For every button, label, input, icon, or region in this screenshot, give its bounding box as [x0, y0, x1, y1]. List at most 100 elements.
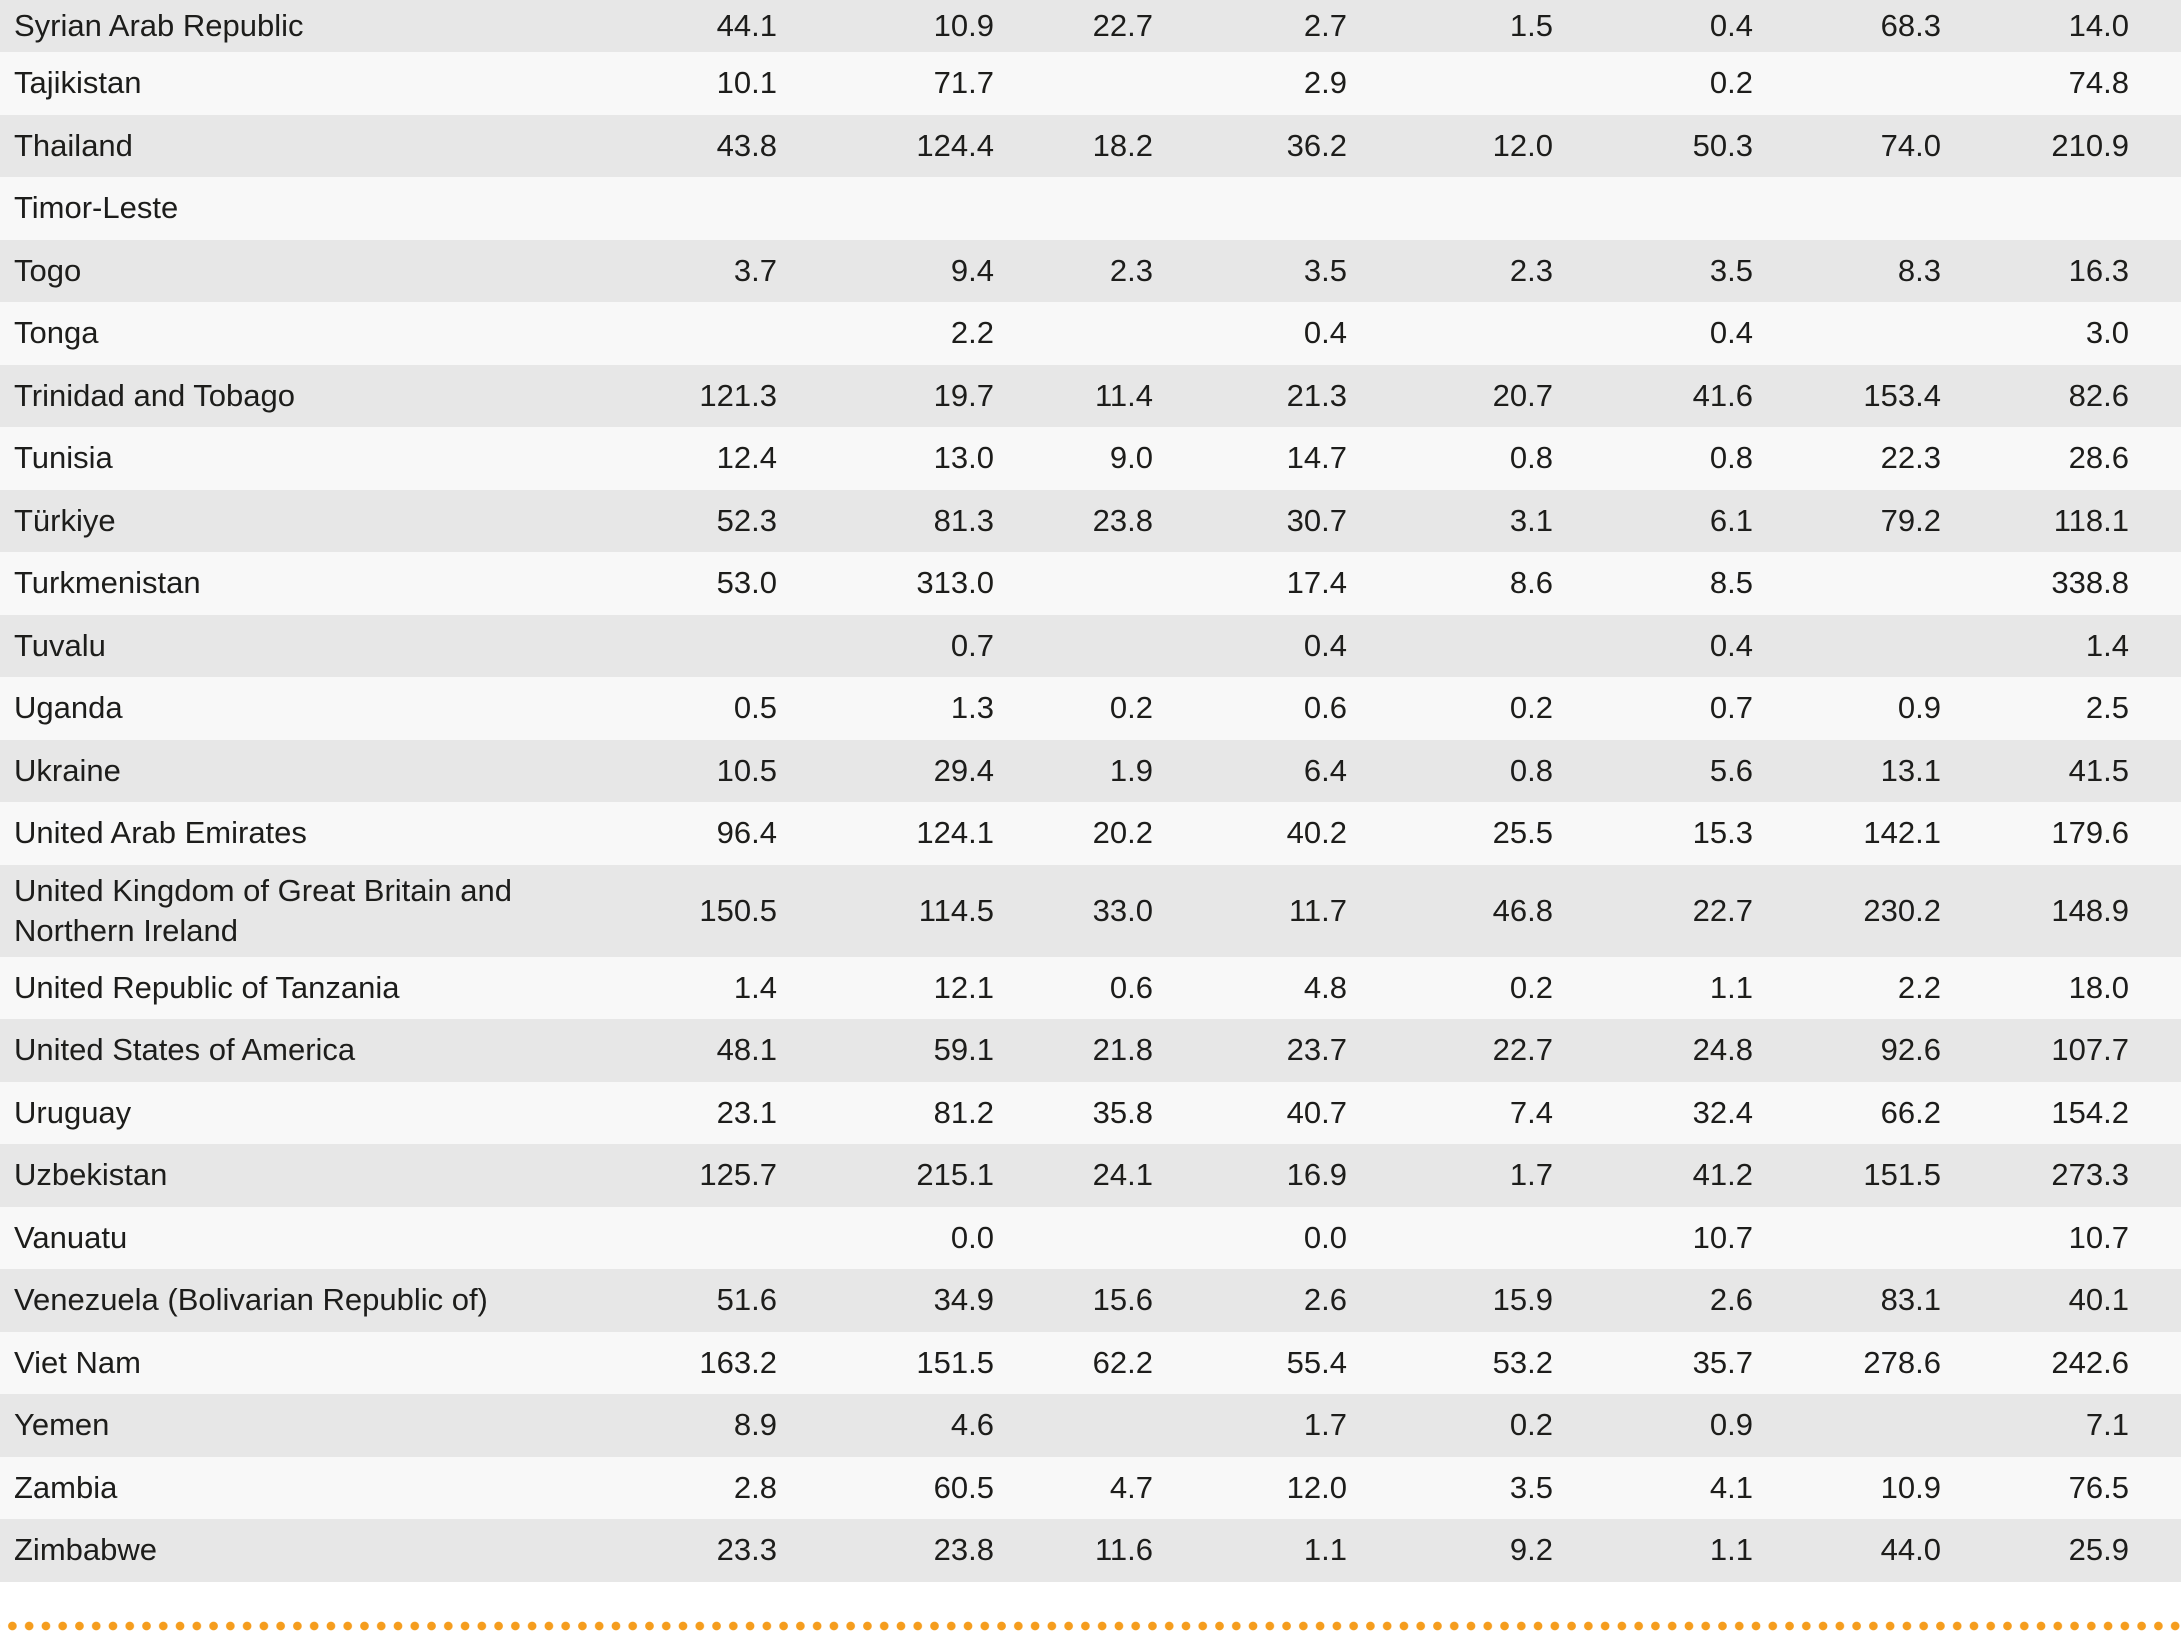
- value-cell: 1.5: [1509, 8, 1553, 43]
- value-cell: 25.9: [2068, 1532, 2129, 1568]
- value-cell: 20.2: [1092, 815, 1153, 851]
- value-cell: 151.5: [1863, 1157, 1941, 1193]
- value-cell: 3.7: [733, 252, 777, 288]
- value-cell: 3.0: [2085, 315, 2129, 351]
- value-cell: [1553, 177, 1753, 240]
- value-cell: [994, 1394, 1153, 1457]
- value-cell: 59.1: [933, 1032, 994, 1068]
- country-name: Zimbabwe: [14, 1532, 157, 1568]
- value-cell: [994, 177, 1153, 240]
- country-name: Uruguay: [14, 1094, 132, 1130]
- value-cell: 43.8: [716, 127, 777, 163]
- value-cell: 82.6: [2068, 377, 2129, 413]
- value-cell: 81.3: [933, 502, 994, 538]
- value-cell: 11.4: [1094, 377, 1153, 413]
- value-cell: 71.7: [933, 65, 994, 101]
- value-cell: 2.5: [2085, 690, 2129, 726]
- value-cell: 32.4: [1692, 1094, 1753, 1130]
- value-cell: 273.3: [2051, 1157, 2129, 1193]
- value-cell: 2.7: [1303, 8, 1347, 43]
- table-row: Uruguay 23.1 81.2 35.8 40.7 7.4 32.4 66.…: [0, 1081, 2181, 1144]
- value-cell: 17.4: [1286, 565, 1347, 601]
- value-cell: [1753, 1207, 1941, 1270]
- value-cell: [580, 302, 777, 365]
- value-cell: 118.1: [2053, 502, 2129, 538]
- table-row: Venezuela (Bolivarian Republic of) 51.6 …: [0, 1269, 2181, 1332]
- dotted-divider: [0, 1619, 2181, 1632]
- value-cell: [1347, 615, 1553, 678]
- value-cell: 124.1: [916, 815, 994, 851]
- value-cell: 0.6: [1109, 969, 1153, 1005]
- value-cell: [1753, 615, 1941, 678]
- value-cell: 2.6: [1709, 1282, 1753, 1318]
- value-cell: [1753, 52, 1941, 115]
- value-cell: 16.9: [1286, 1157, 1347, 1193]
- value-cell: 23.1: [716, 1094, 777, 1130]
- value-cell: [1347, 302, 1553, 365]
- value-cell: 21.3: [1286, 377, 1347, 413]
- value-cell: 2.6: [1303, 1282, 1347, 1318]
- value-cell: [1347, 52, 1553, 115]
- value-cell: 41.6: [1692, 377, 1753, 413]
- value-cell: 0.8: [1509, 752, 1553, 788]
- value-cell: 28.6: [2068, 440, 2129, 476]
- value-cell: 13.1: [1880, 752, 1941, 788]
- value-cell: 10.5: [716, 752, 777, 788]
- value-cell: [1753, 177, 1941, 240]
- value-cell: 24.8: [1692, 1032, 1753, 1068]
- value-cell: 18.0: [2068, 969, 2129, 1005]
- value-cell: 15.6: [1092, 1282, 1153, 1318]
- value-cell: 313.0: [916, 565, 994, 601]
- value-cell: 3.5: [1303, 252, 1347, 288]
- value-cell: 2.3: [1109, 252, 1153, 288]
- value-cell: 20.7: [1492, 377, 1553, 413]
- value-cell: 9.2: [1509, 1532, 1553, 1568]
- value-cell: 10.7: [1692, 1219, 1753, 1255]
- value-cell: 36.2: [1286, 127, 1347, 163]
- value-cell: 3.5: [1709, 252, 1753, 288]
- value-cell: 92.6: [1880, 1032, 1941, 1068]
- table-row: Vanuatu 0.0 0.0 10.7 10.7: [0, 1206, 2181, 1270]
- value-cell: 15.9: [1492, 1282, 1553, 1318]
- value-cell: 0.0: [950, 1219, 994, 1255]
- value-cell: 0.4: [1303, 627, 1347, 663]
- country-name: Tonga: [14, 315, 99, 351]
- value-cell: 0.9: [1709, 1407, 1753, 1443]
- value-cell: 2.2: [950, 315, 994, 351]
- value-cell: [1941, 177, 2181, 240]
- value-cell: 10.9: [933, 8, 994, 43]
- table-row: United Kingdom of Great Britain and Nort…: [0, 864, 2181, 957]
- table-row: Trinidad and Tobago 121.3 19.7 11.4 21.3…: [0, 364, 2181, 427]
- value-cell: 66.2: [1880, 1094, 1941, 1130]
- value-cell: 21.8: [1092, 1032, 1153, 1068]
- value-cell: 16.3: [2068, 252, 2129, 288]
- value-cell: 55.4: [1286, 1344, 1347, 1380]
- country-name: Türkiye: [14, 502, 116, 538]
- value-cell: 23.8: [933, 1532, 994, 1568]
- value-cell: 1.1: [1709, 969, 1753, 1005]
- value-cell: [1153, 177, 1347, 240]
- value-cell: [1347, 1207, 1553, 1270]
- value-cell: 9.0: [1109, 440, 1153, 476]
- value-cell: 0.2: [1509, 1407, 1553, 1443]
- value-cell: 15.3: [1692, 815, 1753, 851]
- value-cell: [1753, 552, 1941, 615]
- value-cell: 0.2: [1509, 969, 1553, 1005]
- value-cell: 12.4: [716, 440, 777, 476]
- value-cell: 6.1: [1709, 502, 1753, 538]
- value-cell: 14.0: [2068, 8, 2129, 43]
- value-cell: 4.8: [1303, 969, 1347, 1005]
- value-cell: 83.1: [1880, 1282, 1941, 1318]
- value-cell: 74.8: [2068, 65, 2129, 101]
- value-cell: [580, 615, 777, 678]
- value-cell: 0.0: [1303, 1219, 1347, 1255]
- value-cell: 48.1: [716, 1032, 777, 1068]
- statistics-table: Syrian Arab Republic 44.1 10.9 22.7 2.7 …: [0, 0, 2181, 1582]
- value-cell: 0.8: [1509, 440, 1553, 476]
- table-row: Viet Nam 163.2 151.5 62.2 55.4 53.2 35.7…: [0, 1331, 2181, 1394]
- value-cell: 79.2: [1880, 502, 1941, 538]
- value-cell: 0.9: [1897, 690, 1941, 726]
- value-cell: 76.5: [2068, 1469, 2129, 1505]
- value-cell: 4.1: [1709, 1469, 1753, 1505]
- value-cell: 14.7: [1286, 440, 1347, 476]
